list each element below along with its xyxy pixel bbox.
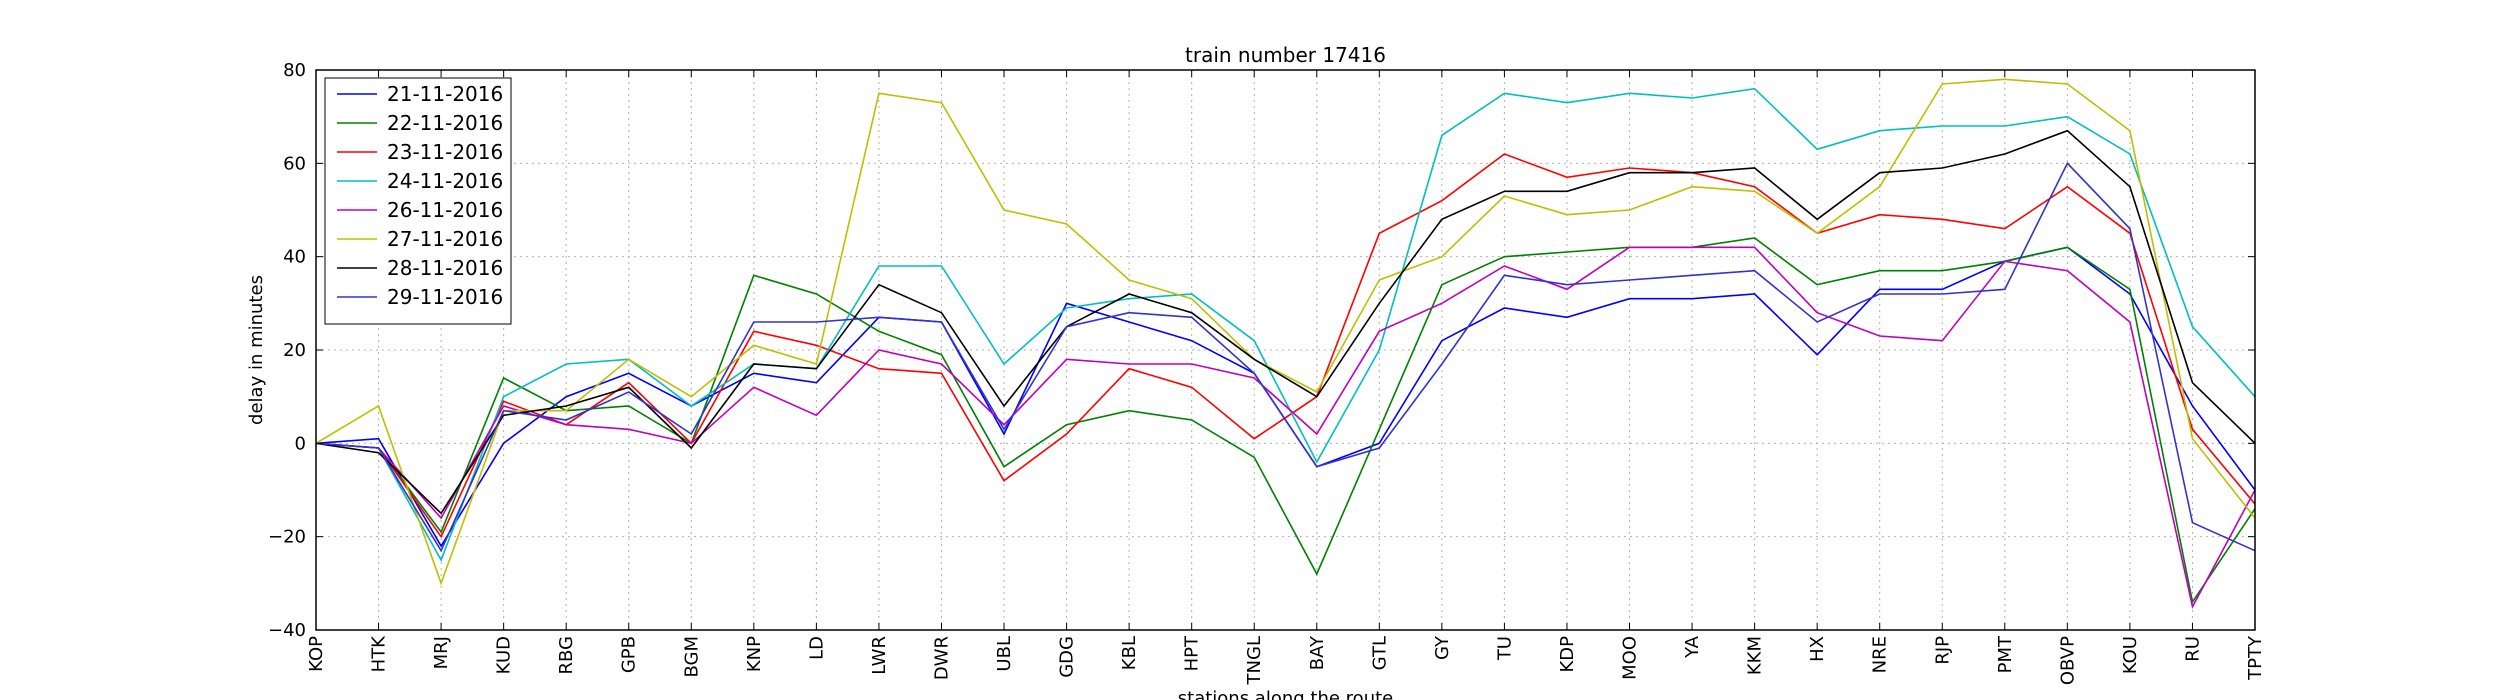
x-tick-label: HX xyxy=(1807,636,1828,662)
y-axis: −40 −20 0 20 40 60 80 xyxy=(268,60,2255,641)
x-tick-label: OBVP xyxy=(2057,636,2078,685)
x-tick-label: RJP xyxy=(1932,636,1953,665)
x-tick-label: GPB xyxy=(619,636,640,673)
x-tick-label: KOP xyxy=(306,636,327,672)
series-line-23-11-2016 xyxy=(315,153,2256,539)
x-tick-label: KNP xyxy=(744,636,765,672)
legend-label: 28-11-2016 xyxy=(387,256,503,280)
x-tick-label: GDG xyxy=(1057,636,1078,678)
x-tick-label: TPTY xyxy=(2245,635,2266,681)
legend-label: 26-11-2016 xyxy=(387,198,503,222)
series-line-27-11-2016 xyxy=(315,78,2256,586)
x-tick-label: KDP xyxy=(1557,636,1578,673)
y-axis-title: delay in minutes xyxy=(246,275,267,425)
x-tick-label: KUD xyxy=(494,636,515,674)
x-tick-label: BAY xyxy=(1307,635,1328,670)
x-tick-label: NRE xyxy=(1870,636,1891,673)
x-tick-label: MRJ xyxy=(431,636,452,669)
legend-label: 22-11-2016 xyxy=(387,111,503,135)
series-line-29-11-2016 xyxy=(315,161,2256,553)
x-tick-label: UBL xyxy=(994,636,1015,672)
legend-label: 23-11-2016 xyxy=(387,140,503,164)
legend-label: 24-11-2016 xyxy=(387,169,503,193)
y-tick-label: 60 xyxy=(283,153,306,174)
series-line-22-11-2016 xyxy=(315,237,2256,605)
y-tick-label: 20 xyxy=(283,340,306,361)
y-tick-label: 0 xyxy=(295,433,306,454)
x-tick-label: HTK xyxy=(369,635,390,673)
x-tick-label: LWR xyxy=(869,636,890,675)
x-tick-label: GY xyxy=(1432,635,1453,660)
x-tick-label: RBG xyxy=(556,636,577,675)
legend-label: 21-11-2016 xyxy=(387,82,503,106)
chart-title: train number 17416 xyxy=(1185,43,1386,67)
x-tick-label: MOO xyxy=(1620,636,1641,680)
x-tick-label: DWR xyxy=(931,636,952,680)
x-tick-label: HPT xyxy=(1182,635,1203,671)
series-line-26-11-2016 xyxy=(315,246,2256,609)
x-tick-label: RU xyxy=(2182,636,2203,662)
x-tick-label: KBL xyxy=(1119,636,1140,670)
x-tick-label: TU xyxy=(1494,636,1515,661)
x-tick-label: TNGL xyxy=(1244,636,1265,685)
grid-lines xyxy=(316,70,2255,630)
y-tick-label: 80 xyxy=(283,60,306,81)
legend-label: 29-11-2016 xyxy=(387,285,503,309)
series-line-24-11-2016 xyxy=(315,87,2256,562)
x-tick-label: YA xyxy=(1682,635,1703,659)
y-tick-label: 40 xyxy=(283,247,306,268)
x-tick-label: KOU xyxy=(2120,636,2141,674)
x-tick-label: BGM xyxy=(681,636,702,678)
series-lines xyxy=(315,78,2256,609)
series-line-28-11-2016 xyxy=(315,129,2256,515)
x-axis-title: stations along the route xyxy=(1178,688,1393,700)
x-tick-label: GTL xyxy=(1369,636,1390,670)
y-tick-label: −40 xyxy=(268,620,306,641)
legend: 21-11-2016 22-11-2016 23-11-2016 24-11-2016… xyxy=(324,77,512,325)
legend-label: 27-11-2016 xyxy=(387,227,503,251)
x-tick-label: LD xyxy=(806,636,827,660)
y-tick-label: −20 xyxy=(268,527,306,548)
x-tick-label: PMT xyxy=(1995,635,2016,673)
legend-box xyxy=(324,77,512,325)
x-tick-label: KKM xyxy=(1745,636,1766,675)
x-axis: KOP HTK MRJ KUD RBG GPB BGM KNP LD LWR DWR UBL GDG KB… xyxy=(306,70,2266,685)
